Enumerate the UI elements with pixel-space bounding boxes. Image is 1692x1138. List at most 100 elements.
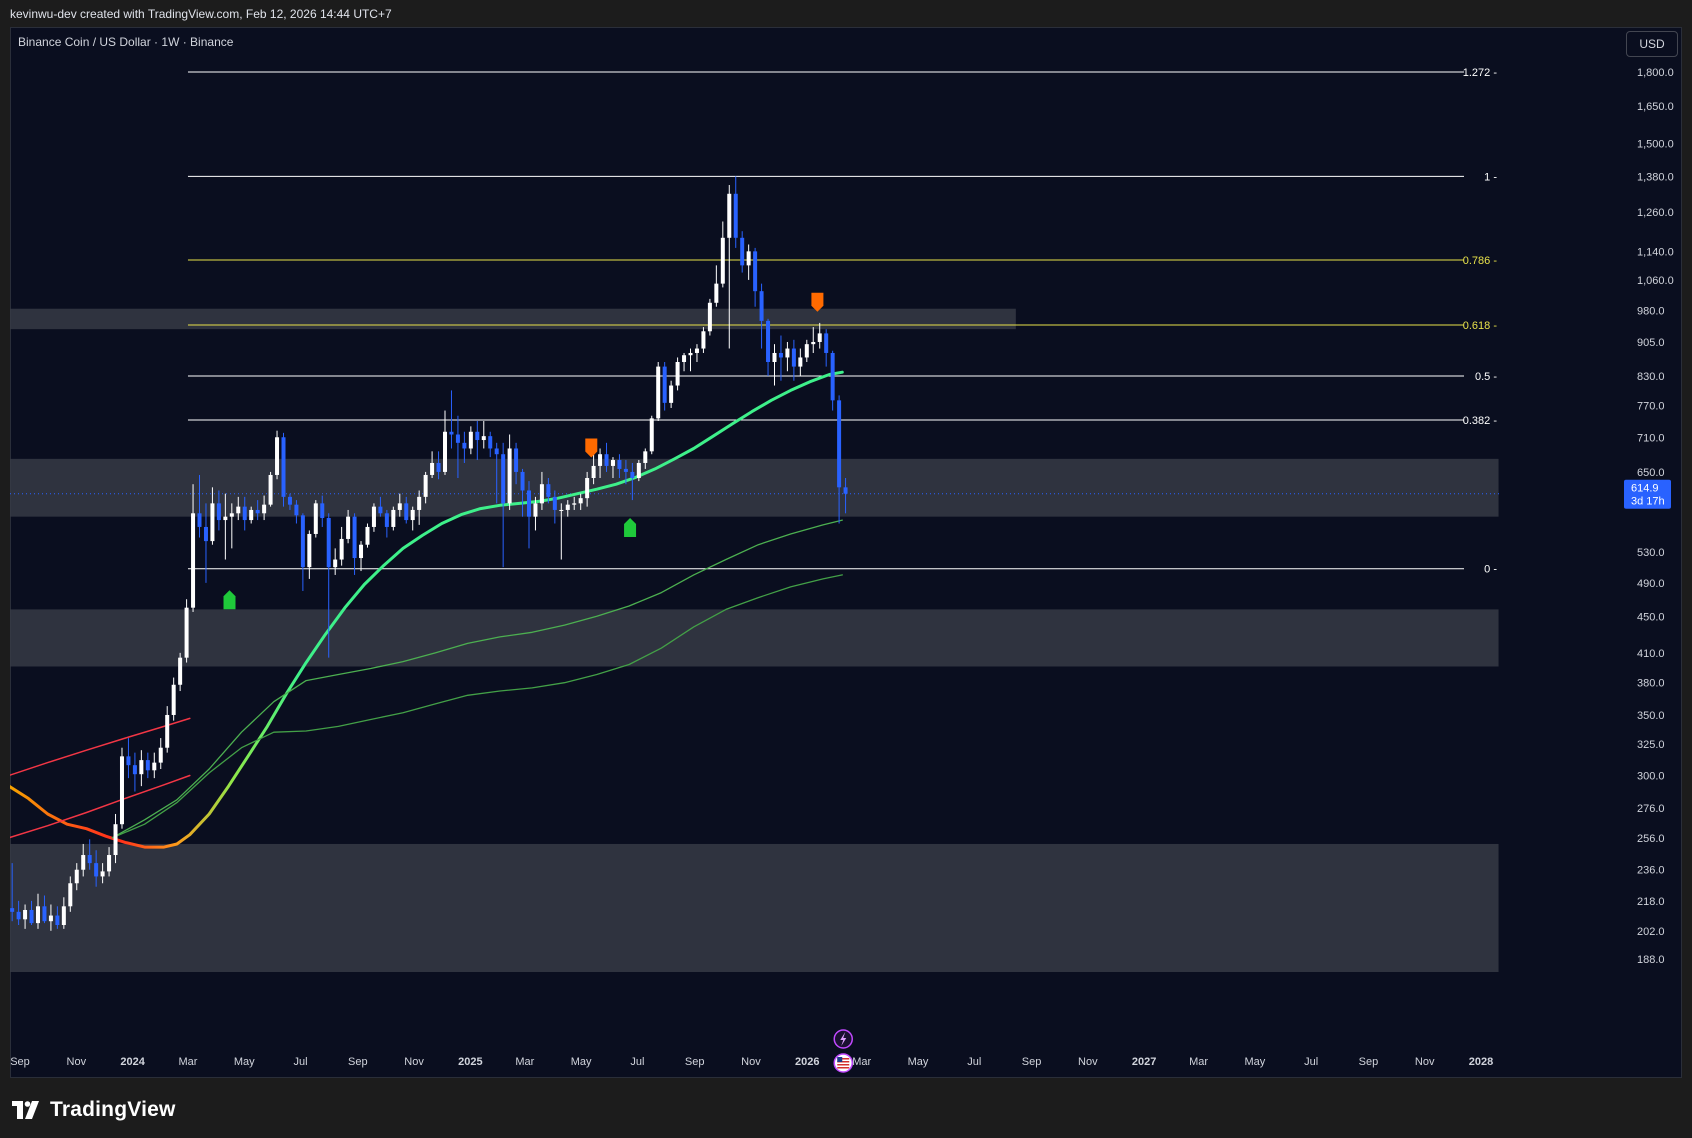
us-flag-stripe-1: [837, 1061, 850, 1063]
current-price-countdown: 3d 17h: [1631, 496, 1665, 508]
ma-mid-line: [111, 519, 843, 839]
y-tick-label-10: 410.0: [1637, 648, 1665, 660]
x-tick-label-20: 2027: [1132, 1056, 1156, 1068]
candle-body-63: [417, 496, 422, 510]
fib-label-0.786: 0.786 -: [1463, 255, 1498, 267]
candle-body-87: [572, 503, 577, 505]
candle-body-12: [87, 855, 92, 864]
candle-body-82: [539, 484, 544, 504]
x-tick-label-2: 2024: [120, 1056, 145, 1068]
zone-2: [10, 458, 1499, 517]
candle-body-94: [617, 460, 622, 469]
y-tick-label-14: 650.0: [1637, 467, 1665, 479]
x-tick-label-13: Nov: [741, 1056, 761, 1068]
candle-body-6: [48, 915, 53, 922]
x-tick-label-8: 2025: [458, 1056, 482, 1068]
candle-body-21: [145, 760, 150, 771]
x-tick-label-17: Jul: [967, 1056, 981, 1068]
x-tick-label-1: Nov: [67, 1056, 87, 1068]
candle-body-97: [636, 462, 641, 479]
candle-body-71: [468, 431, 473, 449]
zone-1: [10, 308, 1016, 330]
us-flag-stripe-3: [837, 1067, 850, 1069]
us-flag-canton: [837, 1057, 843, 1062]
x-tick-label-22: May: [1244, 1056, 1265, 1068]
y-tick-label-7: 325.0: [1637, 739, 1665, 751]
candle-body-73: [481, 436, 486, 441]
candle-body-85: [559, 509, 564, 511]
candle-body-104: [682, 355, 687, 363]
candle-body-27: [184, 607, 189, 658]
x-tick-label-12: Sep: [685, 1056, 705, 1068]
x-tick-label-0: Sep: [10, 1056, 30, 1068]
candle-body-100: [656, 366, 661, 419]
y-tick-label-8: 350.0: [1637, 710, 1665, 722]
candle-body-5: [42, 906, 47, 922]
candle-body-60: [397, 503, 402, 510]
candle-body-38: [255, 509, 260, 514]
buy-signal-icon-3: [624, 517, 637, 537]
us-flag-event-icon: [833, 1053, 854, 1073]
candle-body-101: [662, 366, 667, 403]
y-tick-label-9: 380.0: [1637, 678, 1665, 690]
price-chart[interactable]: 1.272 -1 -0.786 -0.618 -0.5 -0.382 -0 - …: [10, 27, 1682, 1078]
x-tick-label-14: 2026: [795, 1056, 819, 1068]
ma-fast-line: [10, 370, 844, 849]
ma-red2-line: [10, 717, 191, 776]
y-tick-label-11: 450.0: [1637, 611, 1665, 623]
candle-body-29: [197, 513, 202, 527]
candle-body-98: [643, 451, 648, 463]
candle-body-89: [585, 478, 590, 499]
tradingview-logo-icon: [12, 1101, 39, 1119]
y-tick-label-15: 710.0: [1637, 432, 1665, 444]
x-tick-label-10: May: [571, 1056, 592, 1068]
currency-button[interactable]: USD: [1626, 31, 1678, 57]
fib-layer: 1.272 - 1 - 0.786 - 0.618 - 0.5 - 0.382 - 0 -: [10, 67, 1502, 576]
candle-body-13: [94, 863, 99, 877]
candle-body-95: [623, 468, 628, 472]
candle-body-109: [714, 283, 719, 303]
y-tick-label-23: 1,380.0: [1637, 171, 1674, 183]
candle-body-54: [359, 544, 364, 559]
sell-signal-icon-2: [585, 438, 598, 458]
candle-body-52: [346, 516, 351, 539]
y-tick-label-5: 276.0: [1637, 803, 1665, 815]
x-tick-label-25: Nov: [1415, 1056, 1435, 1068]
x-tick-label-7: Nov: [404, 1056, 424, 1068]
candle-body-34: [229, 513, 234, 517]
x-tick-label-19: Nov: [1078, 1056, 1098, 1068]
axes-layer: 188.0 202.0 218.0 236.0 256.0 276.0 300.0 325.0…: [10, 67, 1673, 1068]
candle-body-129: [843, 487, 848, 494]
ma-red-line: [10, 774, 191, 839]
x-tick-label-15: Mar: [852, 1056, 871, 1068]
x-tick-label-5: Jul: [294, 1056, 308, 1068]
candle-body-107: [701, 331, 706, 349]
candle-body-14: [100, 871, 105, 877]
candle-body-50: [333, 559, 338, 568]
y-tick-label-18: 905.0: [1637, 337, 1665, 349]
candle-body-59: [391, 509, 396, 527]
candle-body-57: [378, 506, 383, 514]
candle-body-125: [817, 333, 822, 342]
candle-body-91: [598, 454, 603, 466]
candle-body-43: [287, 496, 292, 505]
candle-body-114: [746, 251, 751, 266]
candle-body-20: [139, 760, 144, 775]
candle-body-64: [423, 474, 428, 497]
candle-body-1: [16, 911, 21, 920]
candle-body-110: [720, 237, 725, 284]
candle-body-128: [837, 400, 842, 488]
candle-body-46: [307, 533, 312, 568]
candle-body-92: [604, 454, 609, 466]
fib-label-0: 0 -: [1484, 564, 1497, 576]
signals-layer: [223, 292, 854, 1073]
candle-body-103: [675, 362, 680, 386]
footer: [0, 1078, 1692, 1138]
candle-body-123: [804, 344, 809, 358]
candle-body-93: [610, 460, 615, 466]
candle-body-53: [352, 516, 357, 559]
y-tick-label-12: 490.0: [1637, 578, 1665, 590]
y-tick-label-17: 830.0: [1637, 371, 1665, 383]
candle-body-30: [203, 526, 208, 542]
y-tick-label-22: 1,260.0: [1637, 207, 1674, 219]
